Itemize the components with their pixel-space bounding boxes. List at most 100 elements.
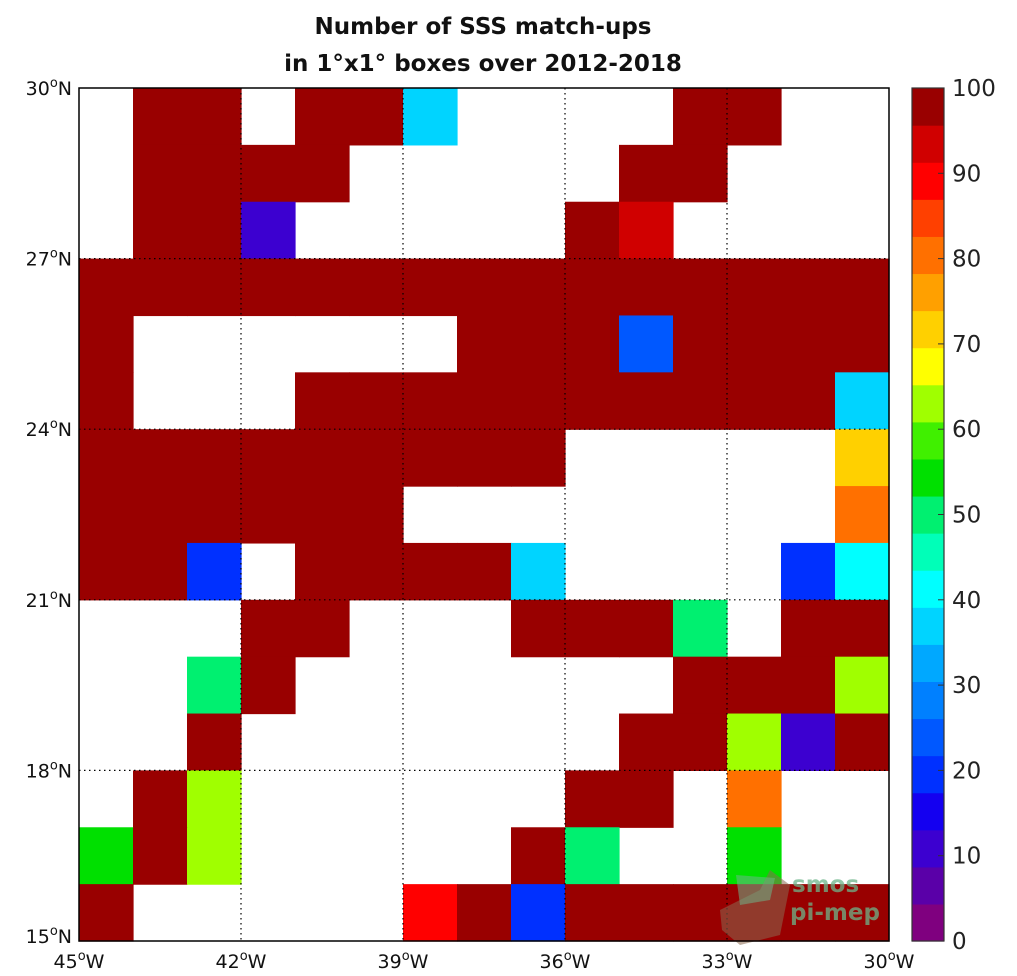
heatmap-cell	[133, 144, 188, 203]
heatmap-cell	[241, 486, 296, 544]
x-tick-label: 39oW	[378, 949, 429, 973]
heatmap-cell	[511, 884, 566, 942]
heatmap-cell	[187, 827, 242, 885]
heatmap-cell	[673, 713, 728, 771]
heatmap-cell	[241, 656, 296, 715]
heatmap-cell	[133, 258, 188, 317]
colorbar-segment	[912, 903, 944, 942]
heatmap-cell	[565, 884, 620, 942]
heatmap-cell	[511, 315, 566, 373]
heatmap-cell	[835, 429, 890, 487]
colorbar-segment	[912, 644, 944, 682]
heatmap-cell	[187, 144, 242, 203]
heatmap-cell	[79, 486, 134, 544]
heatmap-cell	[241, 599, 296, 658]
y-tick-label: 30oN	[26, 76, 72, 100]
heatmap-cell	[781, 258, 836, 317]
heatmap-cell	[619, 599, 674, 658]
heatmap-cell	[457, 429, 512, 487]
colorbar-segment	[912, 607, 944, 645]
heatmap-cell	[349, 429, 404, 487]
heatmap-cell	[403, 884, 458, 942]
heatmap-cell	[673, 88, 728, 146]
heatmap-cell	[619, 884, 674, 942]
plot-frame	[78, 87, 890, 942]
y-tick-label: 18oN	[26, 758, 72, 782]
x-tick-label: 33oW	[702, 949, 753, 973]
heatmap-cell	[241, 144, 296, 203]
colorbar-segment	[912, 829, 944, 868]
heatmap-cell	[295, 429, 350, 487]
heatmap-cell	[727, 656, 782, 715]
heatmap-cell	[79, 884, 134, 942]
heatmap-cell	[349, 372, 404, 430]
heatmap-cell	[295, 372, 350, 430]
x-axis-ticks: 45oW 42oW 39oW 36oW 33oW 30oW	[54, 949, 915, 973]
heatmap-cell	[835, 372, 890, 430]
heatmap-cell	[781, 542, 836, 601]
colorbar-segment	[912, 236, 944, 275]
heatmap-cell	[457, 258, 512, 317]
colorbar-segment	[912, 755, 944, 794]
colorbar-segment	[912, 88, 944, 126]
colorbar-tick-label: 30	[952, 673, 981, 699]
heatmap-cell	[133, 827, 188, 885]
heatmap-cell	[133, 486, 188, 544]
colorbar-tick-label: 70	[952, 332, 981, 358]
heatmap-cells	[79, 88, 890, 942]
heatmap-cell	[295, 144, 350, 203]
colorbar-tick-label: 0	[952, 929, 967, 955]
heatmap-cell	[673, 599, 728, 658]
heatmap-cell	[565, 599, 620, 658]
heatmap-cell	[349, 486, 404, 544]
heatmap-cell	[79, 372, 134, 430]
watermark-logo-leaf	[736, 875, 775, 905]
x-tick-label: 45oW	[54, 949, 105, 973]
heatmap-cell	[727, 770, 782, 828]
heatmap-cell	[133, 542, 188, 601]
heatmap-cell	[403, 372, 458, 430]
heatmap-cell	[187, 542, 242, 601]
heatmap-cell	[295, 88, 350, 146]
heatmap-cell	[781, 599, 836, 658]
heatmap-cell	[619, 315, 674, 373]
heatmap-cell	[619, 372, 674, 430]
heatmap-cell	[241, 201, 296, 260]
heatmap-cell	[511, 372, 566, 430]
colorbar-segment	[912, 866, 944, 905]
heatmap-cell	[295, 258, 350, 317]
heatmap-cell	[835, 542, 890, 601]
heatmap-cell	[565, 258, 620, 317]
y-tick-label: 15oN	[26, 924, 72, 948]
x-tick-label: 30oW	[864, 949, 915, 973]
heatmap-cell	[565, 315, 620, 373]
heatmap-cell	[835, 713, 890, 771]
heatmap-cell	[187, 486, 242, 544]
colorbar-segment	[912, 718, 944, 757]
colorbar-segment	[912, 199, 944, 237]
title-line-1: Number of SSS match-ups	[314, 14, 651, 40]
colorbar-tick-label: 50	[952, 503, 981, 529]
heatmap-cell	[727, 315, 782, 373]
heatmap-cell	[835, 486, 890, 544]
smos-pimep-watermark: smos pi-mep	[720, 870, 880, 945]
watermark-pimep-text: pi-mep	[790, 900, 880, 926]
heatmap-cell	[511, 258, 566, 317]
heatmap-cell	[835, 884, 890, 942]
title-line-2: in 1°x1° boxes over 2012-2018	[284, 51, 682, 77]
heatmap-cell	[457, 315, 512, 373]
y-tick-label: 21oN	[26, 588, 72, 612]
heatmap-cell	[835, 656, 890, 715]
y-tick-label: 24oN	[26, 417, 72, 441]
colorbar-segment	[912, 681, 944, 720]
colorbar-tick-label: 60	[952, 417, 981, 443]
heatmap-cell	[79, 315, 134, 373]
heatmap-cell	[781, 656, 836, 715]
heatmap-cell	[835, 599, 890, 658]
colorbar-segment	[912, 421, 944, 460]
heatmap-cell	[403, 258, 458, 317]
heatmap-cell	[349, 258, 404, 317]
colorbar-tick-label: 90	[952, 161, 981, 187]
